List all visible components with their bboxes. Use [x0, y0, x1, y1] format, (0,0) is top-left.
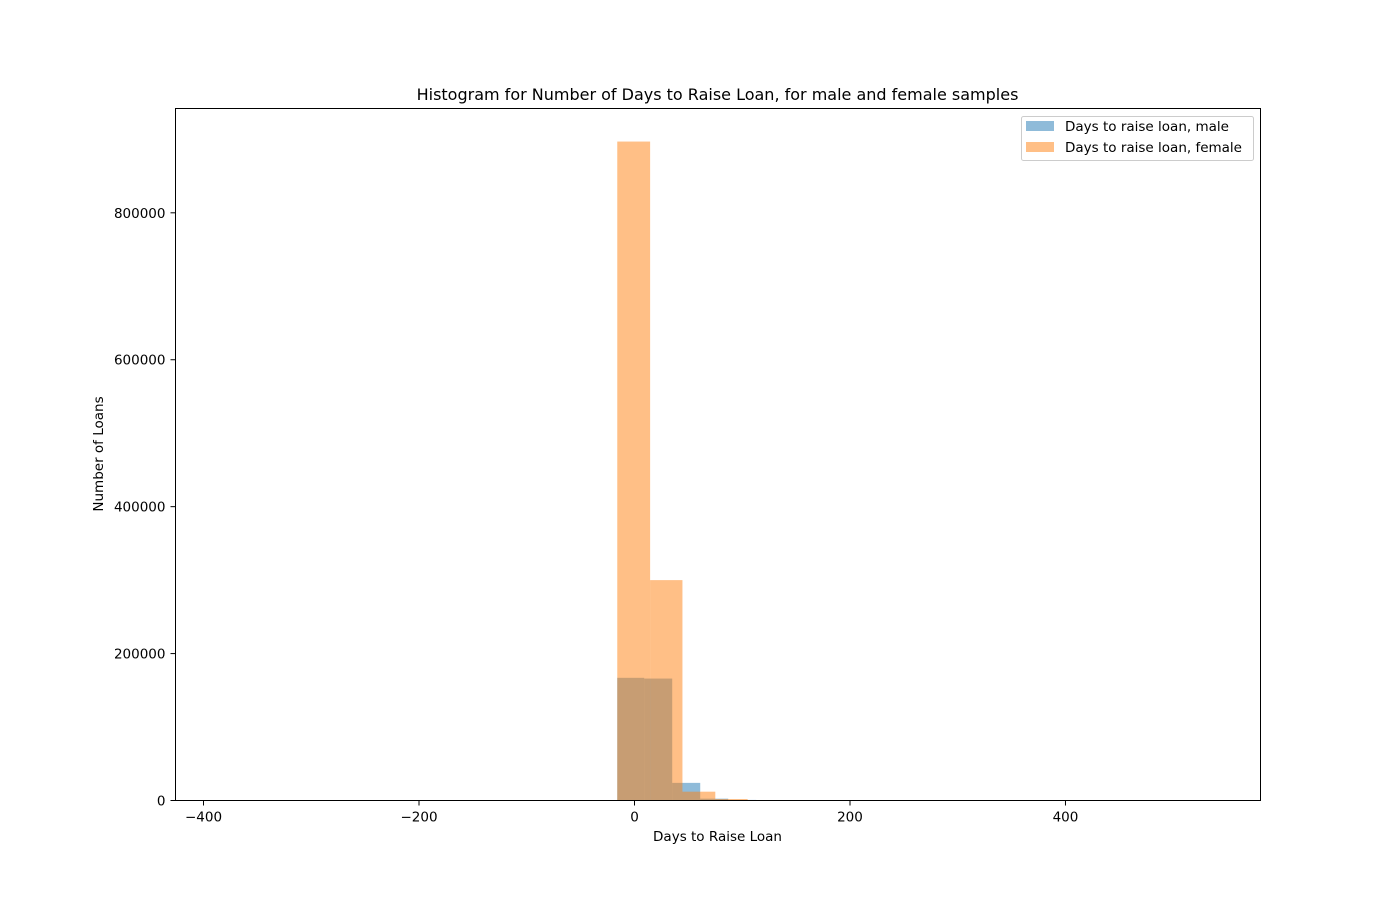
histogram-bar-female-3 — [715, 799, 748, 801]
y-tick-label: 0 — [157, 794, 166, 810]
histogram-bar-female-2 — [682, 791, 716, 801]
x-tick-label: 400 — [1053, 810, 1079, 826]
y-tick-label: 600000 — [114, 353, 166, 369]
legend-swatch-male — [1026, 121, 1054, 131]
x-tick-label: 200 — [837, 810, 863, 826]
x-tick-label: −200 — [400, 810, 437, 826]
y-tick-label: 200000 — [114, 647, 166, 663]
legend-label-male: Days to raise loan, male — [1065, 119, 1229, 135]
legend-label-female: Days to raise loan, female — [1065, 140, 1242, 156]
histogram-bar-female-0 — [617, 141, 651, 801]
y-tick-label: 400000 — [114, 500, 166, 516]
chart-title: Histogram for Number of Days to Raise Lo… — [417, 85, 1019, 104]
legend-frame — [1021, 116, 1254, 161]
x-axis-label: Days to Raise Loan — [653, 829, 782, 845]
y-tick-label: 800000 — [114, 206, 166, 222]
legend-swatch-female — [1026, 142, 1054, 152]
x-axis-ticks: −400 −200 0 200 400 — [185, 800, 1079, 826]
x-tick-label: 0 — [630, 810, 639, 826]
plot-frame — [175, 108, 1261, 801]
x-tick-label: −400 — [185, 810, 222, 826]
y-axis-label: Number of Loans — [91, 396, 107, 511]
histogram-bars — [617, 141, 780, 801]
histogram-bar-female-1 — [650, 580, 683, 801]
y-axis-ticks: 0 200000 400000 600000 800000 — [114, 206, 176, 810]
legend: Days to raise loan, male Days to raise l… — [1021, 116, 1254, 161]
